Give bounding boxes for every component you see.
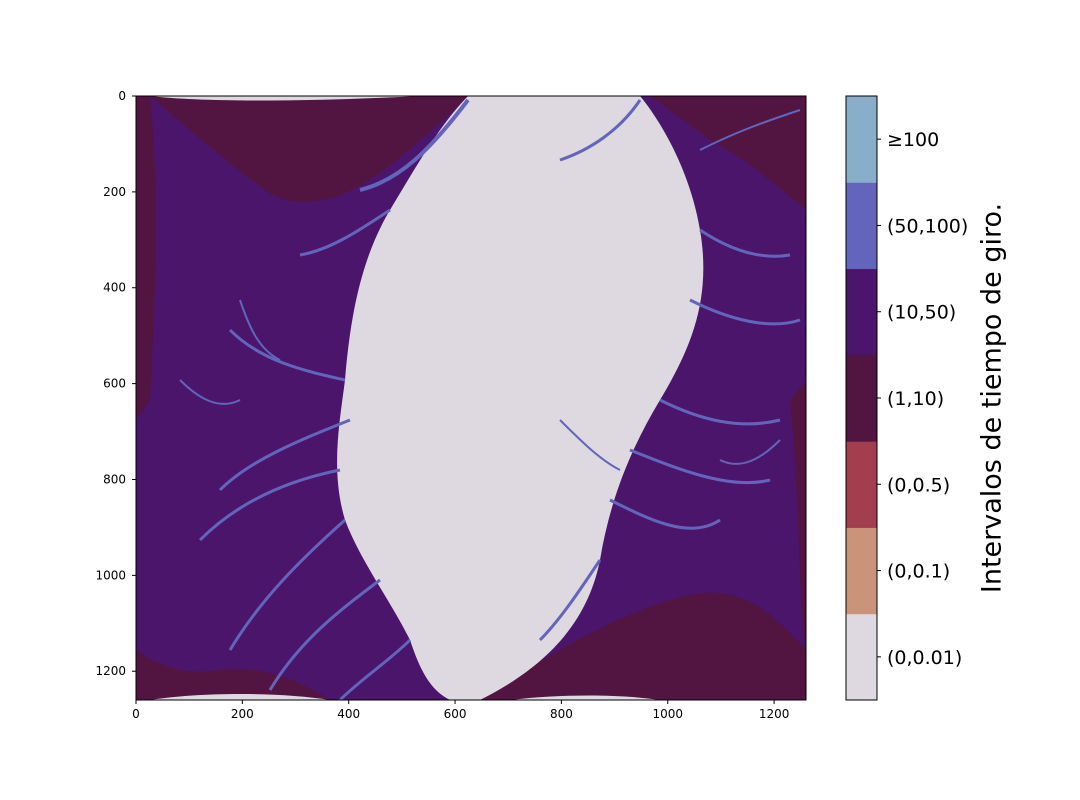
- x-tick-label: 200: [231, 707, 254, 721]
- y-axis-ticks: 0 200 400 600 800 1000 1200: [95, 89, 136, 678]
- colorbar-segment: [846, 441, 877, 528]
- colorbar-tick-label: (50,100): [887, 215, 968, 237]
- colorbar-segment: [846, 613, 877, 701]
- colorbar-tick-label: (0,0.01): [887, 647, 962, 669]
- x-tick-label: 1000: [652, 707, 683, 721]
- colorbar-tick-label: ≥100: [887, 129, 939, 151]
- y-tick-label: 1200: [95, 664, 126, 678]
- x-tick-label: 0: [132, 707, 140, 721]
- sliver-bottom-right: [510, 695, 660, 700]
- x-tick-label: 800: [550, 707, 573, 721]
- region-top-right-lobe: [650, 96, 806, 210]
- filaments: [179, 98, 801, 700]
- plot-frame: [135, 95, 807, 701]
- x-tick-label: 400: [337, 707, 360, 721]
- region-bottom-left-lobe: [136, 650, 330, 700]
- region-right-edge: [790, 380, 806, 650]
- y-tick-label: 600: [103, 377, 126, 391]
- region-left-edge: [136, 96, 156, 420]
- colorbar-segment: [846, 268, 877, 356]
- y-tick-label: 200: [103, 185, 126, 199]
- colorbar-tick-label: (0,0.1): [887, 561, 950, 583]
- x-axis-ticks: 0 200 400 600 800 1000 1200: [132, 700, 789, 721]
- y-tick-label: 400: [103, 281, 126, 295]
- sliver-bottom-left: [150, 694, 330, 700]
- x-tick-label: 1200: [759, 707, 790, 721]
- colorbar-segment: [846, 527, 877, 615]
- colorbar-segment: [846, 354, 877, 442]
- sliver-top-left: [150, 96, 420, 101]
- colorbar-tick-label: (1,10): [887, 388, 944, 410]
- y-tick-label: 0: [118, 89, 126, 103]
- region-center: [337, 96, 704, 700]
- colorbar-segment: [846, 96, 877, 183]
- colorbar-tick-label: (0,0.5): [887, 474, 950, 496]
- region-bottom-right-lobe: [480, 592, 806, 700]
- x-tick-label: 600: [444, 707, 467, 721]
- heatmap-plot: [136, 96, 806, 700]
- colorbar-label: Intervalos de tiempo de giro.: [977, 203, 1008, 593]
- colorbar: (0,0.01) (0,0.1) (0,0.5) (1,10) (10,50) (50,1…: [845, 95, 968, 701]
- colorbar-segment: [846, 182, 877, 270]
- colorbar-frame: [845, 95, 878, 701]
- y-tick-label: 1000: [95, 568, 126, 582]
- colorbar-tick-label: (10,50): [887, 302, 956, 324]
- region-top-lobe: [150, 96, 470, 202]
- y-tick-label: 800: [103, 472, 126, 486]
